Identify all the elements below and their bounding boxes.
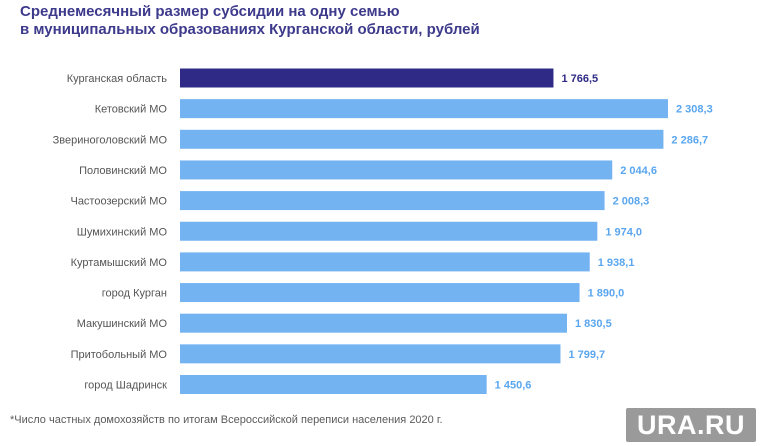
data-label: 2 308,3	[676, 104, 713, 116]
data-label: 1 830,5	[575, 318, 612, 330]
category-label: город Курган	[102, 288, 167, 300]
chart-title-line-2: в муниципальных образованиях Курганской …	[20, 21, 480, 38]
category-label: город Шадринск	[84, 380, 167, 392]
category-label: Куртамышский МО	[71, 257, 168, 269]
category-label: Макушинский МО	[77, 318, 168, 330]
bar	[180, 313, 567, 333]
category-label: Курганская область	[67, 73, 168, 85]
footnote: *Число частных домохозяйств по итогам Вс…	[10, 414, 443, 426]
bar	[180, 375, 487, 394]
bar	[180, 160, 613, 180]
category-label: Звериноголовский МО	[53, 134, 168, 146]
bar	[180, 344, 561, 364]
bar	[180, 221, 598, 241]
bar	[180, 191, 605, 211]
bar	[180, 252, 590, 272]
data-label: 1 766,5	[561, 73, 598, 85]
data-label: 2 008,3	[613, 196, 650, 208]
data-label: 1 890,0	[588, 288, 625, 300]
category-label: Притобольный МО	[71, 349, 168, 361]
data-label: 2 044,6	[620, 165, 657, 177]
data-label: 2 286,7	[671, 134, 708, 146]
category-label: Половинский МО	[79, 165, 167, 177]
data-label: 1 938,1	[598, 257, 635, 269]
category-label: Частоозерский МО	[70, 196, 167, 208]
data-label: 1 799,7	[568, 349, 605, 361]
data-label: 1 450,6	[495, 380, 532, 392]
watermark-logo: URA.RU	[626, 408, 756, 442]
bar	[180, 283, 580, 303]
chart-title: Среднемесячный размер субсидии на одну с…	[20, 3, 700, 39]
bar	[180, 99, 668, 119]
chart-title-line-1: Среднемесячный размер субсидии на одну с…	[20, 3, 400, 20]
bar	[180, 68, 554, 88]
category-label: Кетовский МО	[95, 104, 168, 116]
data-label: 1 974,0	[605, 226, 642, 238]
bar	[180, 129, 664, 149]
category-label: Шумихинский МО	[77, 226, 168, 238]
